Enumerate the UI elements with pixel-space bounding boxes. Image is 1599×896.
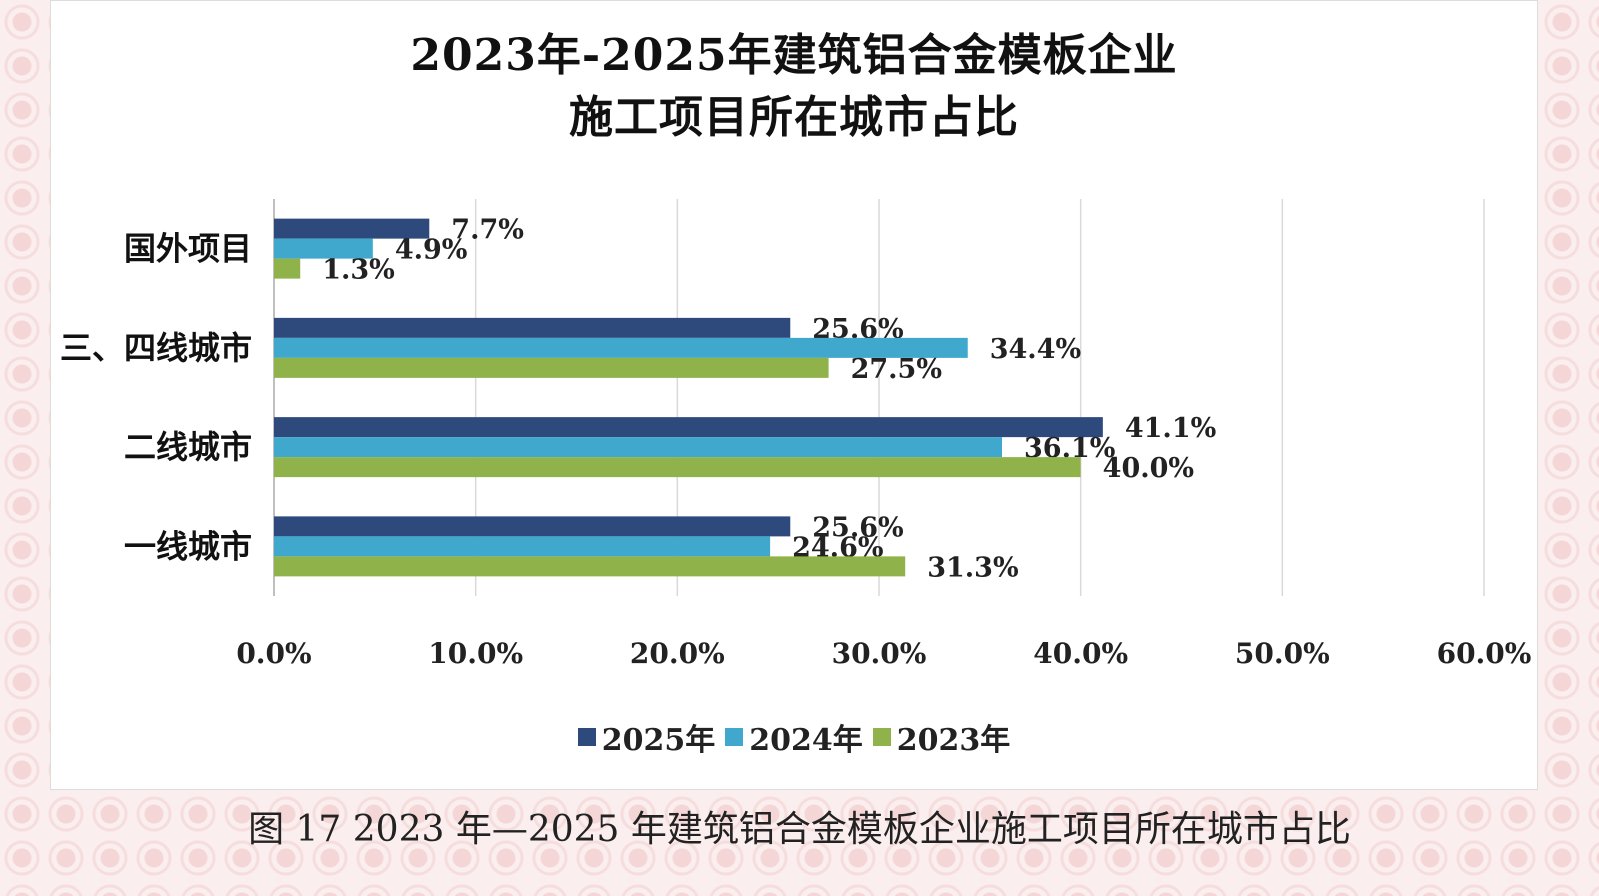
data-label: 34.4% bbox=[990, 334, 1081, 365]
bar-2025年 bbox=[274, 516, 791, 537]
data-label: 41.1% bbox=[1125, 413, 1216, 444]
bar-2024年 bbox=[274, 437, 1003, 458]
legend-label: 2025年 bbox=[601, 723, 716, 758]
data-label: 1.3% bbox=[322, 255, 395, 286]
legend-item: 2025年 bbox=[577, 715, 716, 759]
category-label: 一线城市 bbox=[124, 527, 252, 565]
bar-2023年 bbox=[274, 556, 906, 577]
data-label: 25.6% bbox=[812, 512, 903, 543]
legend-swatch bbox=[725, 728, 744, 746]
bar-2023年 bbox=[274, 357, 829, 378]
bar-2024年 bbox=[274, 337, 968, 358]
bar-2025年 bbox=[274, 317, 791, 338]
legend-label: 2024年 bbox=[749, 723, 863, 758]
x-tick-label: 0.0% bbox=[236, 637, 311, 670]
category-label: 国外项目 bbox=[124, 230, 252, 268]
category-label: 二线城市 bbox=[124, 428, 252, 466]
bar-chart: 0.0% 10.0% 20.0% 30.0% 40.0% 50.0% 60.0% 国外项目 7.… bbox=[60, 199, 1532, 670]
chart-title-line1: 2023年-2025年建筑铝合金模板企业 bbox=[410, 30, 1178, 81]
bar-2024年 bbox=[274, 536, 771, 557]
chart-title-line2: 施工项目所在城市占比 bbox=[569, 92, 1019, 143]
bar-2024年 bbox=[274, 238, 373, 259]
data-label: 40.0% bbox=[1103, 453, 1194, 484]
data-label: 31.3% bbox=[927, 552, 1018, 583]
legend-item: 2024年 bbox=[725, 715, 863, 759]
x-tick-label: 10.0% bbox=[428, 637, 523, 670]
figure-caption: 图 17 2023 年—2025 年建筑铝合金模板企业施工项目所在城市占比 bbox=[248, 809, 1351, 850]
data-label: 27.5% bbox=[851, 354, 942, 385]
data-label: 4.9% bbox=[395, 235, 468, 266]
x-tick-label: 20.0% bbox=[630, 637, 725, 670]
category-label: 三、四线城市 bbox=[60, 329, 252, 367]
x-tick-label: 50.0% bbox=[1235, 637, 1330, 670]
bar-2025年 bbox=[274, 218, 430, 239]
legend-swatch bbox=[577, 728, 596, 746]
bar-2025年 bbox=[274, 417, 1103, 438]
data-label: 7.7% bbox=[451, 215, 524, 246]
legend-item: 2023年 bbox=[872, 715, 1011, 759]
legend-swatch bbox=[872, 728, 891, 746]
chart-panel: 2023年-2025年建筑铝合金模板企业 施工项目所在城市占比 0.0% 10.0… bbox=[50, 0, 1538, 790]
legend-label: 2023年 bbox=[896, 723, 1011, 758]
bar-2023年 bbox=[274, 258, 301, 279]
chart-legend: 2025年 2024年 2023年 bbox=[51, 715, 1537, 759]
x-tick-label: 30.0% bbox=[832, 637, 927, 670]
x-tick-label: 60.0% bbox=[1437, 637, 1532, 670]
x-tick-label: 40.0% bbox=[1033, 637, 1128, 670]
bar-2023年 bbox=[274, 457, 1081, 478]
